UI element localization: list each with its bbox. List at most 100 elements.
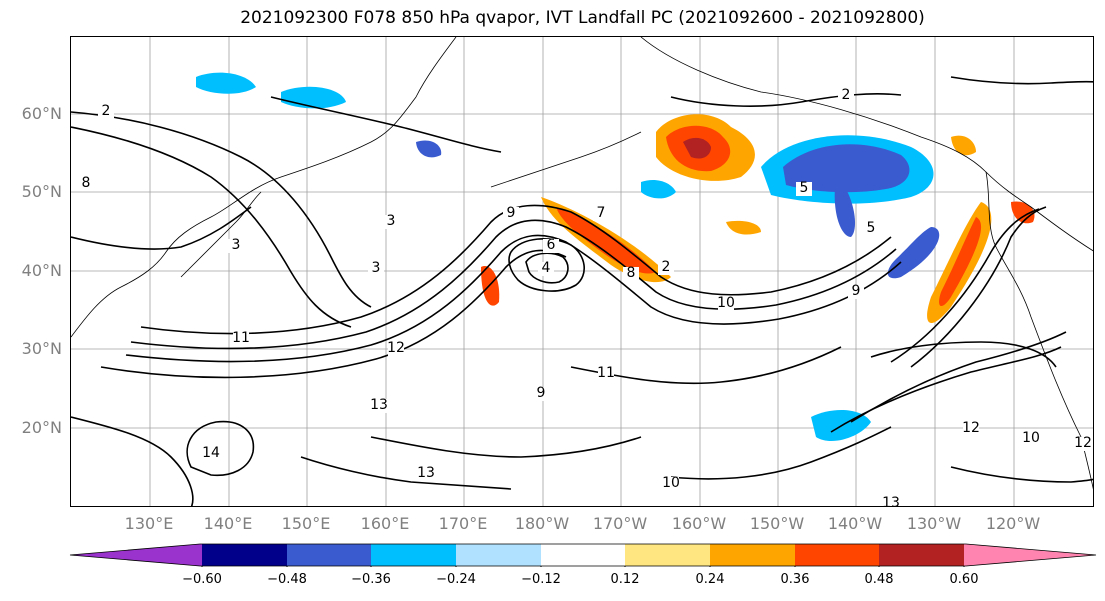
colorbar-tick: −0.48 (267, 572, 307, 587)
graticule (71, 37, 1093, 506)
contour-label: 11 (597, 365, 615, 381)
lon-label-130w: 130°W (906, 514, 962, 533)
contour-label-bg (383, 215, 399, 229)
contour-label-bg (203, 447, 219, 461)
contour-label-bg (418, 467, 434, 481)
lon-label-180w: 180°W (514, 514, 570, 533)
negative-anomaly-blob (783, 144, 910, 193)
positive-anomaly-blob (726, 220, 761, 235)
lat-label-50n: 50°N (21, 182, 62, 201)
contour-label-bg (796, 182, 812, 196)
contour-line (186, 420, 255, 477)
colorbar-tick: 0.12 (610, 572, 640, 587)
coastlines (71, 37, 1093, 490)
contour-label: 8 (82, 175, 91, 191)
colorbar-cell (964, 544, 1096, 566)
colorbar-tick: −0.36 (351, 572, 391, 587)
contour-label: 14 (202, 445, 220, 461)
colorbar-outline (69, 543, 1097, 567)
contour-label: 5 (800, 180, 809, 196)
contour-line (950, 76, 1093, 85)
colorbar-tick: −0.60 (182, 572, 222, 587)
lon-label-170e: 170°E (438, 514, 488, 533)
colorbar (69, 543, 1097, 567)
colorbar-tick: 0.48 (864, 572, 894, 587)
contour-label: 7 (597, 205, 606, 221)
contour-label-bg (663, 477, 679, 491)
contour-label-bg (598, 367, 614, 381)
contour-line (125, 234, 902, 363)
lon-label-140w: 140°W (827, 514, 883, 533)
negative-anomaly-blob (641, 180, 676, 199)
lon-label-140e: 140°E (203, 514, 253, 533)
contour-label-bg (838, 89, 854, 103)
contour-label: 11 (232, 330, 250, 346)
contour-label-bg (863, 222, 879, 236)
lon-label-160e: 160°E (360, 514, 410, 533)
lon-label-170w: 170°W (592, 514, 648, 533)
contour-label: 3 (372, 260, 381, 276)
coastline-aleutians (490, 131, 642, 188)
colorbar-tick: 0.60 (949, 572, 979, 587)
contour-line (570, 346, 842, 385)
contour-label-bg (368, 262, 384, 276)
positive-anomaly-blob (951, 135, 976, 156)
lon-label-150w: 150°W (749, 514, 805, 533)
contour-line (850, 331, 1067, 423)
contour-label-bg (233, 332, 249, 346)
colorbar-cell (710, 544, 795, 566)
contour-line (71, 416, 194, 506)
contour-label: 12 (1074, 435, 1092, 451)
negative-anomaly-blob (281, 86, 346, 109)
coastline-asia (71, 37, 457, 338)
contour-label: 10 (1022, 430, 1040, 446)
lon-label-120w: 120°W (985, 514, 1041, 533)
lat-label-60n: 60°N (21, 104, 62, 123)
contour-line (890, 208, 1040, 363)
contour-label: 9 (537, 385, 546, 401)
colorbar-tick: 0.36 (780, 572, 810, 587)
negative-anomaly-blob (887, 227, 940, 279)
contour-label: 9 (852, 283, 861, 299)
contour-label-bg (388, 342, 404, 356)
contour-line (670, 426, 892, 480)
colorbar-tick: −0.12 (521, 572, 561, 587)
contour-label-bg (78, 177, 94, 191)
contour-label: 2 (102, 103, 111, 119)
contour-label-bg (883, 497, 899, 506)
negative-anomaly-blob (196, 72, 256, 94)
colorbar-cell (371, 544, 456, 566)
colorbar-cell (795, 544, 879, 566)
contour-line (71, 206, 252, 250)
coastline-alaska (640, 37, 1093, 252)
contour-label-bg (963, 422, 979, 436)
figure-title: 2021092300 F078 850 hPa qvapor, IVT Land… (240, 8, 925, 28)
positive-anomaly-blob (683, 137, 711, 159)
qvapor-shading (196, 72, 1035, 442)
positive-anomaly-blob (939, 217, 982, 307)
contour-line (130, 219, 897, 350)
contour-label-bg (371, 399, 387, 413)
lon-label-160w: 160°W (671, 514, 727, 533)
colorbar-tick: 0.24 (695, 572, 725, 587)
positive-anomaly-blob (1011, 201, 1035, 224)
contour-label: 12 (962, 420, 980, 436)
contour-label-bg (228, 239, 244, 253)
colorbar-cell (202, 544, 287, 566)
positive-anomaly-blob (556, 207, 656, 274)
contour-label: 2 (842, 87, 851, 103)
contour-label: 6 (547, 237, 556, 253)
contour-label: 8 (627, 265, 636, 281)
colorbar-cell (625, 544, 710, 566)
contour-line (525, 252, 569, 284)
contour-label-bg (98, 105, 114, 119)
contour-line (100, 249, 567, 379)
contour-label-bg (543, 239, 559, 253)
contour-label: 9 (507, 205, 516, 221)
contour-label: 13 (370, 397, 388, 413)
contour-label: 12 (387, 340, 405, 356)
contour-label: 10 (662, 475, 680, 491)
lon-label-150e: 150°E (281, 514, 331, 533)
contour-line (910, 206, 1047, 368)
